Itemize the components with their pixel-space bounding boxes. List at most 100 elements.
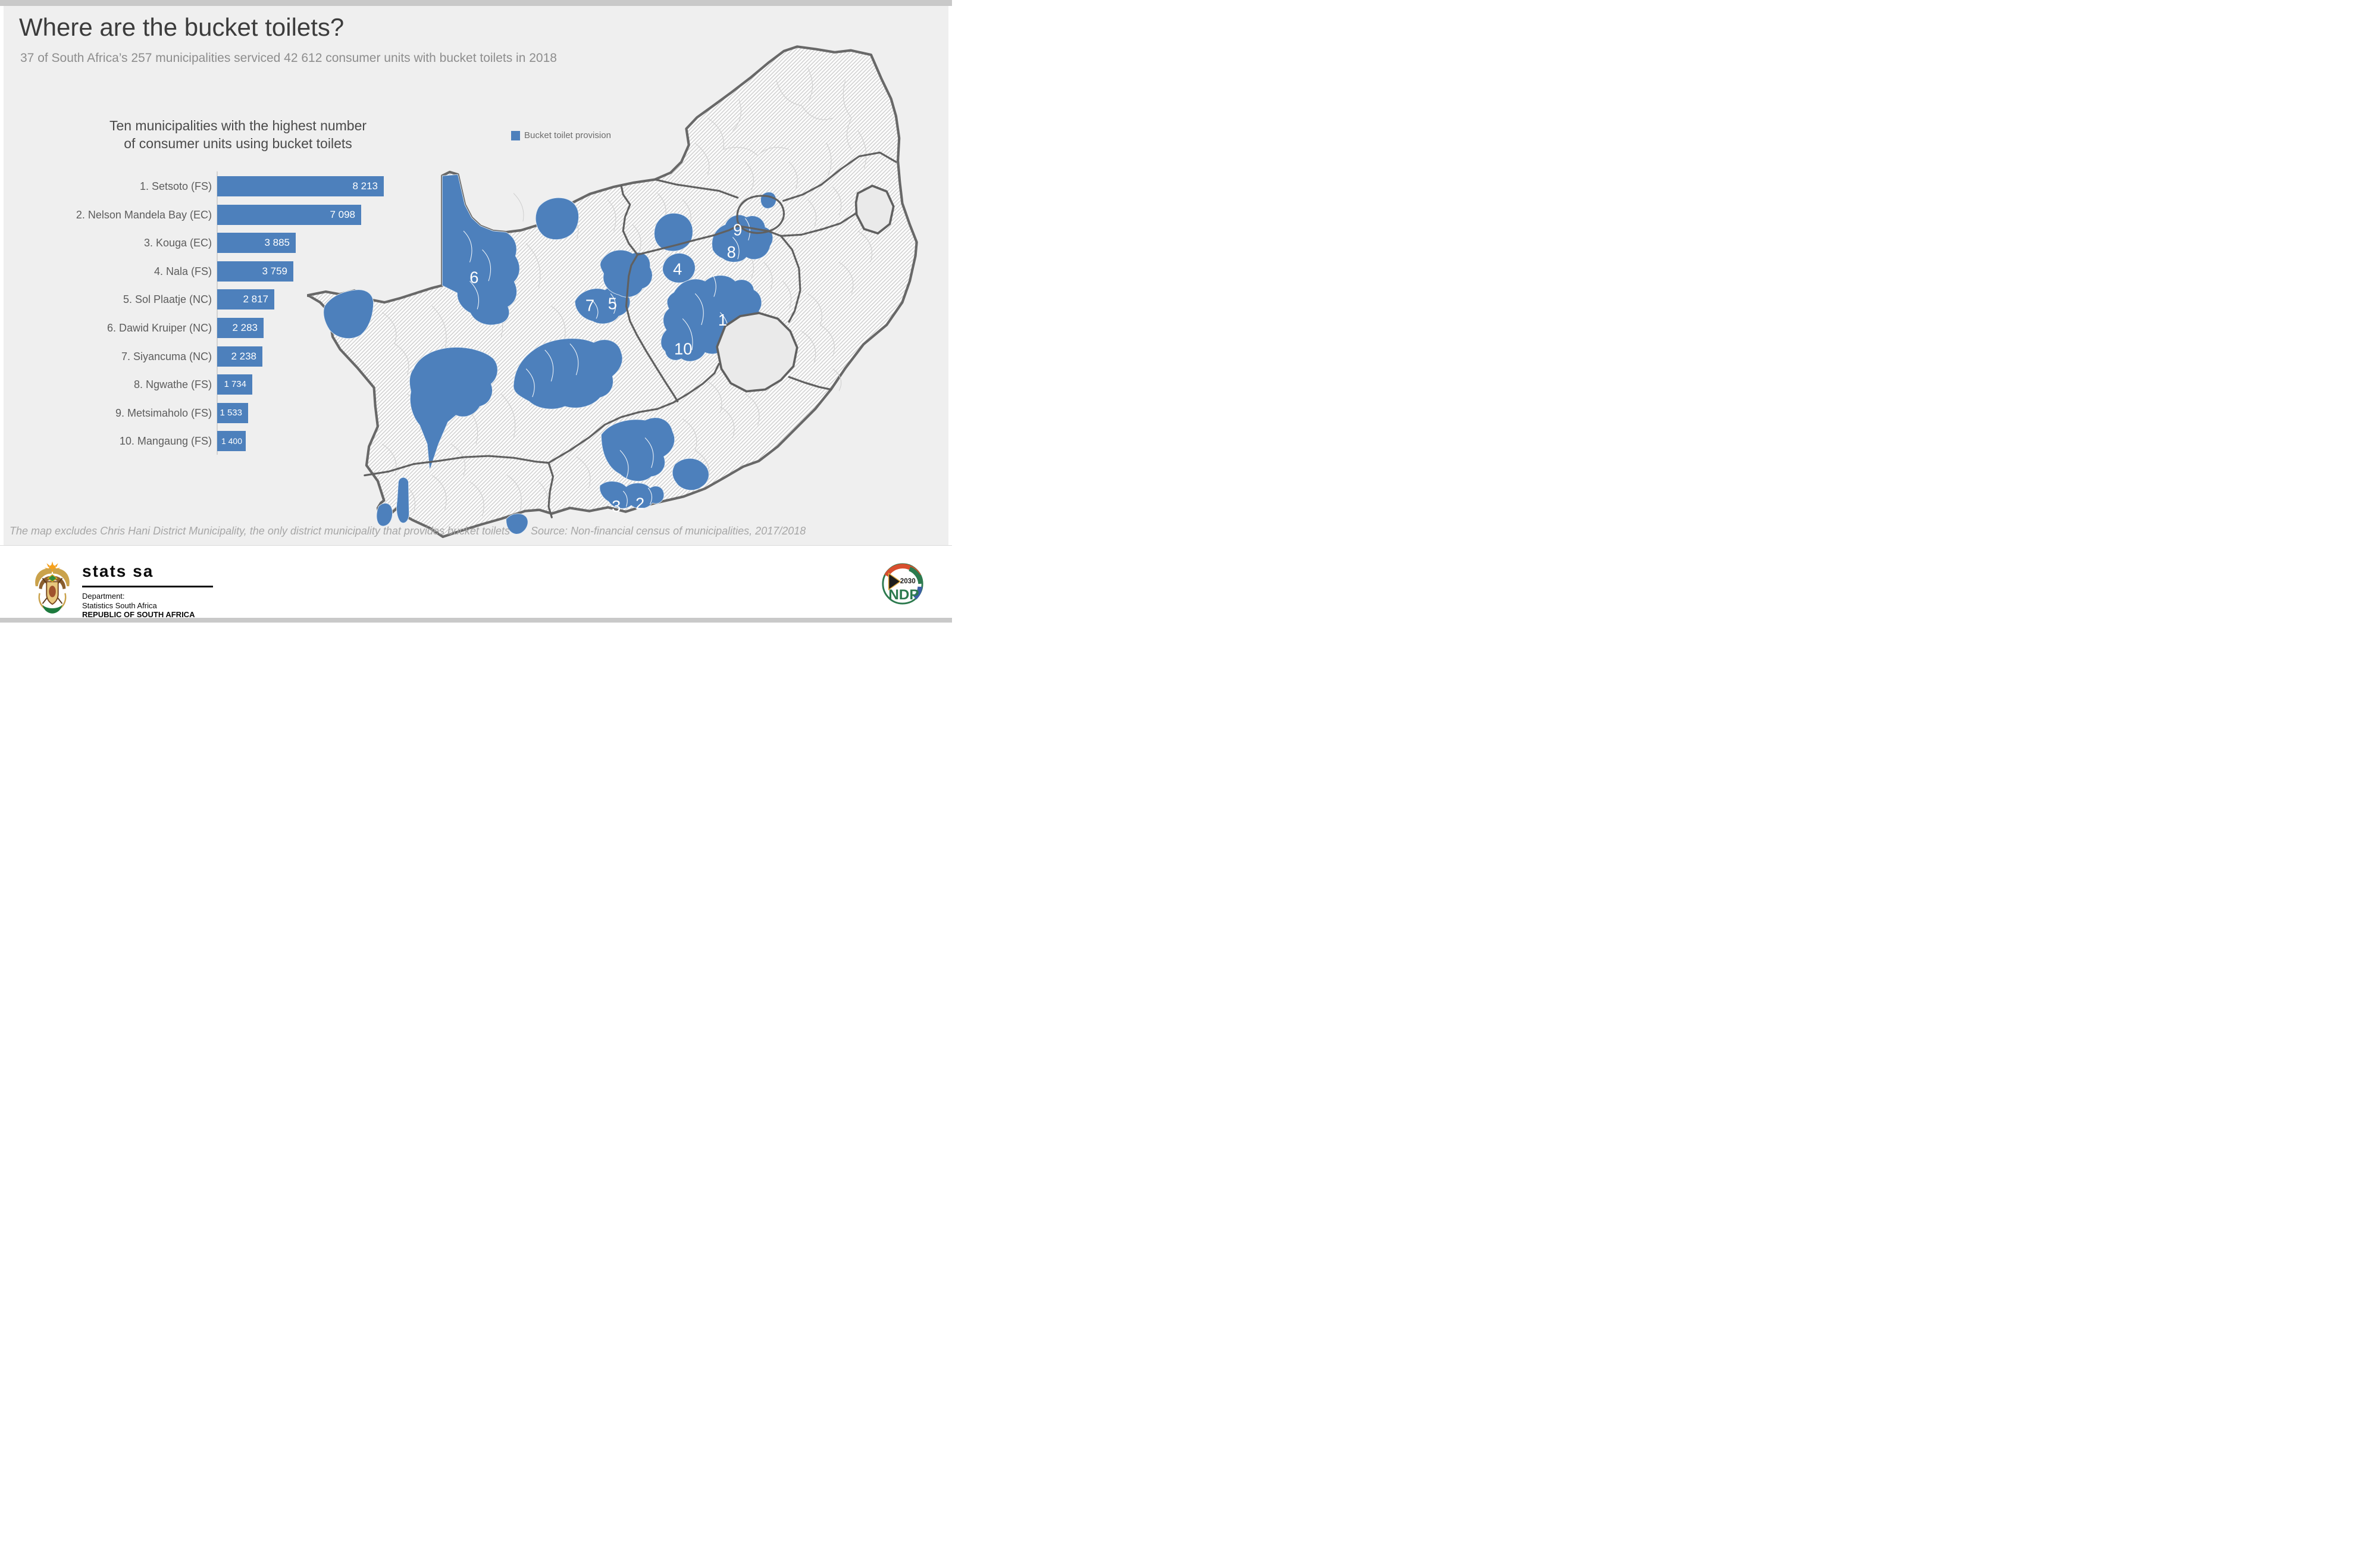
municipality-dawid-kruiper (441, 174, 520, 326)
infographic-page: Where are the bucket toilets? 37 of Sout… (0, 0, 952, 623)
bar-value-label: 3 885 (264, 237, 290, 248)
bar: 1 533 (217, 403, 248, 423)
municipality-vaalriver-cluster (600, 249, 653, 298)
bar: 1 734 (217, 374, 252, 395)
map-rank-number: 4 (673, 260, 682, 279)
bar-value-label: 7 098 (330, 209, 355, 220)
municipality-ngwathe-metsimaholo (712, 214, 774, 262)
municipality-kalahari-blob (535, 197, 579, 240)
top-border-strip (0, 0, 952, 6)
bar: 7 098 (217, 205, 361, 225)
map-rank-number: 1 (718, 311, 727, 329)
map-rank-number: 6 (469, 268, 478, 286)
bar-value-label: 3 759 (262, 265, 287, 277)
ndp-year: 2030 (900, 577, 916, 585)
bar-row: 1. Setsoto (FS) 8 213 (24, 176, 738, 196)
bar-value-label: 1 734 (224, 379, 246, 389)
chart-title-line2: of consumer units using bucket toilets (124, 136, 352, 151)
coat-of-arms-logo (35, 561, 70, 614)
shield-icon (46, 574, 59, 605)
map-rank-number: 3 (612, 497, 621, 515)
bar-row: 7. Siyancuma (NC) 2 238 (24, 346, 738, 367)
municipality-beyersnaude (601, 417, 675, 482)
bar-row: 10. Mangaung (FS) 1 400 (24, 431, 738, 451)
bar: 3 885 (217, 233, 296, 253)
bar-category-label: 9. Metsimaholo (FS) (115, 407, 212, 419)
chart-title-line1: Ten municipalities with the highest numb… (109, 118, 367, 133)
ndp-2030-logo: 2030 NDP (882, 563, 923, 605)
chart-title: Ten municipalities with the highest numb… (62, 117, 414, 152)
legend-label: Bucket toilet provision (524, 130, 611, 140)
bar-row: 4. Nala (FS) 3 759 (24, 261, 738, 282)
lesotho-hole (716, 312, 798, 393)
page-title: Where are the bucket toilets? (19, 13, 345, 41)
bar-category-label: 3. Kouga (EC) (143, 237, 212, 249)
municipality-overberg-small (506, 513, 528, 534)
bar-row: 6. Dawid Kruiper (NC) 2 283 (24, 318, 738, 338)
bar-category-label: 7. Siyancuma (NC) (121, 351, 212, 362)
bar-value-label: 2 817 (243, 293, 268, 305)
map-rank-number: 9 (733, 220, 742, 239)
municipality-hantam-cluster (409, 347, 498, 471)
bar: 2 238 (217, 346, 262, 367)
footer-band (0, 545, 952, 618)
bar: 8 213 (217, 176, 384, 196)
map-rank-number: 2 (635, 495, 644, 513)
municipality-kouga-nmb (599, 481, 665, 509)
map-footnote: The map excludes Chris Hani District Mun… (10, 525, 510, 537)
map-rank-number: 7 (585, 296, 594, 315)
map-rank-number: 8 (727, 243, 736, 261)
province-borders (364, 151, 897, 518)
bar-row: 9. Metsimaholo (FS) 1 533 (24, 403, 738, 423)
eswatini-hole (854, 185, 895, 235)
stats-sa-dept2: Statistics South Africa (82, 601, 157, 610)
bar-value-label: 8 213 (352, 180, 378, 192)
ndp-green-arc (909, 566, 923, 584)
municipality-mpumalanga-small (760, 192, 776, 209)
bar: 3 759 (217, 261, 293, 282)
source-note: Source: Non-financial census of municipa… (531, 525, 806, 537)
bar-value-label: 2 283 (232, 322, 258, 333)
bar-category-label: 6. Dawid Kruiper (NC) (107, 322, 212, 334)
stats-sa-dept: Department: (82, 592, 125, 601)
bar: 1 400 (217, 431, 246, 451)
municipality-nala (662, 253, 696, 283)
bar-row: 3. Kouga (EC) 3 885 (24, 233, 738, 253)
bottom-border-strip (0, 618, 952, 623)
bar-category-label: 1. Setsoto (FS) (139, 180, 212, 192)
stats-sa-brand: stats sa (82, 562, 154, 580)
map-rank-number: 10 (674, 339, 692, 358)
stats-sa-divider (82, 586, 213, 587)
municipality-karoo-cluster (513, 338, 623, 409)
bar-category-label: 8. Ngwathe (FS) (133, 379, 212, 390)
bar-category-label: 10. Mangaung (FS) (119, 435, 212, 447)
bar-category-label: 4. Nala (FS) (154, 265, 212, 277)
bar-value-label: 2 238 (231, 351, 256, 362)
bar-value-label: 1 400 (221, 436, 242, 446)
chart-axis-line (217, 171, 218, 455)
bar-row: 8. Ngwathe (FS) 1 734 (24, 374, 738, 395)
municipality-makana-ndlambe (672, 458, 709, 491)
ndp-black-wedge (888, 572, 901, 591)
page-subtitle: 37 of South Africa’s 257 municipalities … (20, 51, 557, 65)
bar-category-label: 5. Sol Plaatje (NC) (123, 293, 212, 305)
bar: 2 817 (217, 289, 274, 309)
municipality-drakenstein (396, 477, 409, 524)
bar-row: 5. Sol Plaatje (NC) 2 817 (24, 289, 738, 309)
motto-banner (42, 605, 62, 614)
ndp-blue-arc (913, 586, 923, 600)
stats-sa-dept3: REPUBLIC OF SOUTH AFRICA (82, 610, 195, 619)
ndp-acronym: NDP (888, 587, 919, 603)
bar-value-label: 1 533 (220, 408, 242, 418)
municipality-siyancuma-solplaatje (574, 286, 631, 324)
bucket-toilet-municipalities (323, 174, 776, 534)
municipality-cape-small (376, 503, 393, 527)
municipality-nama-khoi (323, 289, 374, 339)
bar-category-label: 2. Nelson Mandela Bay (EC) (76, 209, 212, 221)
map-rank-number: 5 (608, 295, 617, 313)
legend-color-swatch (511, 131, 520, 140)
bar: 2 283 (217, 318, 264, 338)
bar-row: 2. Nelson Mandela Bay (EC) 7 098 (24, 205, 738, 225)
